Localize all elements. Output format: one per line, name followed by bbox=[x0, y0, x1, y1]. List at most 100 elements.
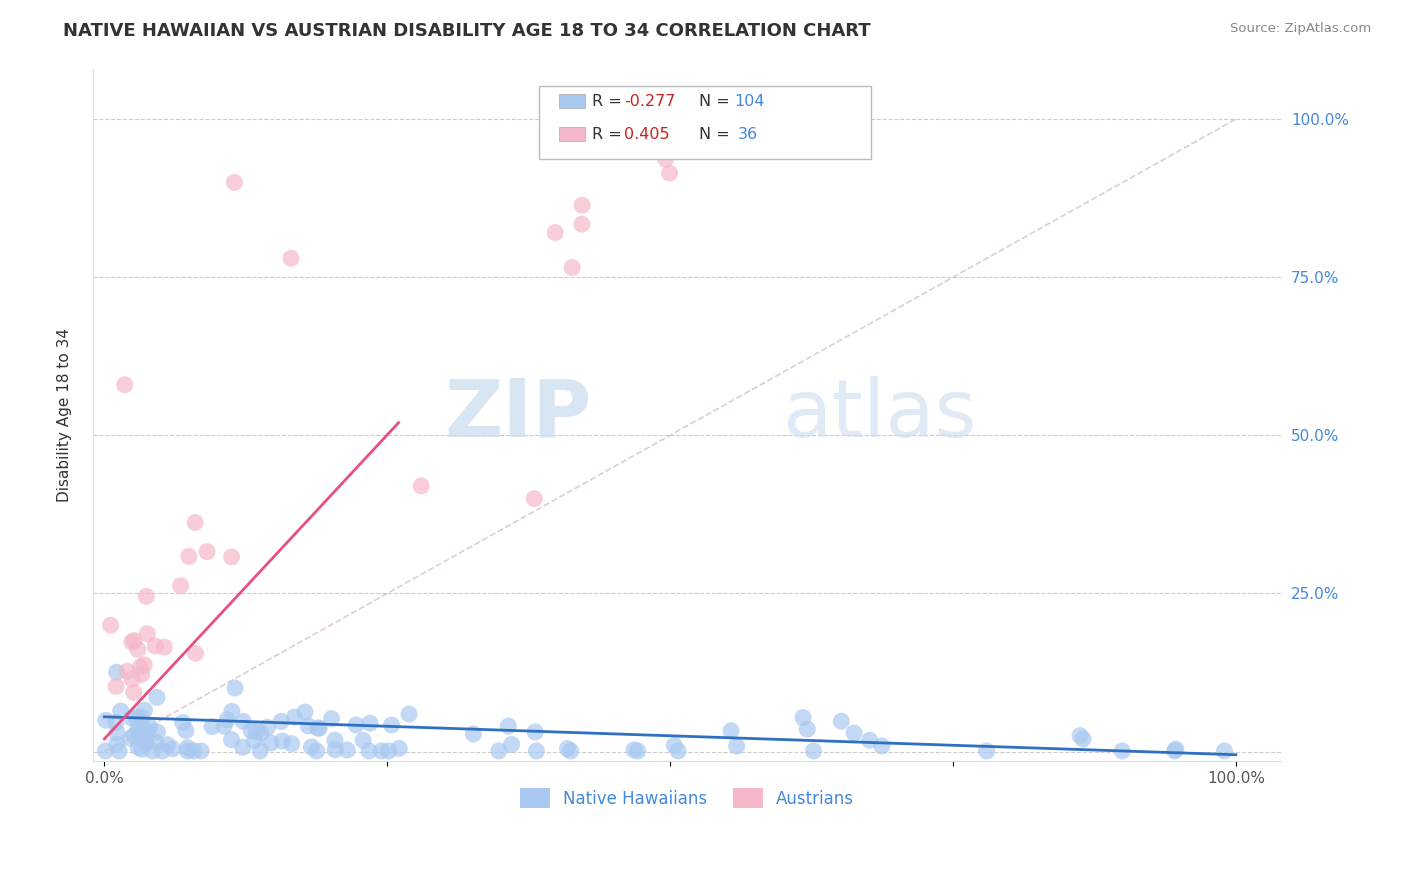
Point bbox=[524, 725, 547, 739]
Point bbox=[129, 731, 152, 745]
Point bbox=[666, 144, 689, 158]
Point bbox=[463, 727, 485, 741]
Point bbox=[270, 714, 292, 729]
Point bbox=[129, 660, 152, 674]
Point bbox=[377, 744, 399, 758]
Point bbox=[105, 738, 128, 752]
Point bbox=[177, 549, 200, 564]
Point bbox=[280, 252, 302, 266]
Point bbox=[803, 744, 825, 758]
Point bbox=[176, 744, 198, 758]
Point bbox=[381, 718, 404, 732]
Point bbox=[249, 744, 271, 758]
Point bbox=[830, 714, 852, 729]
Point bbox=[108, 744, 131, 758]
Point bbox=[1163, 744, 1185, 758]
Point bbox=[398, 707, 420, 722]
Point bbox=[176, 740, 198, 755]
Point bbox=[125, 710, 148, 724]
Point bbox=[134, 657, 156, 672]
Point bbox=[546, 144, 568, 158]
Point bbox=[122, 633, 145, 648]
Point bbox=[120, 731, 142, 746]
Point bbox=[370, 744, 392, 758]
Point bbox=[796, 722, 818, 736]
Point bbox=[1213, 744, 1236, 758]
Point bbox=[212, 719, 235, 733]
Point bbox=[658, 166, 681, 180]
Y-axis label: Disability Age 18 to 34: Disability Age 18 to 34 bbox=[58, 327, 72, 502]
Point bbox=[232, 740, 254, 755]
Point bbox=[114, 377, 136, 392]
Point bbox=[122, 728, 145, 742]
FancyBboxPatch shape bbox=[558, 128, 585, 141]
Point bbox=[217, 713, 239, 727]
Text: atlas: atlas bbox=[782, 376, 977, 454]
Point bbox=[1069, 729, 1091, 743]
Point bbox=[411, 479, 433, 493]
Point bbox=[523, 491, 546, 506]
Point bbox=[143, 639, 166, 653]
Point bbox=[308, 721, 330, 735]
Point bbox=[488, 744, 510, 758]
Text: 36: 36 bbox=[738, 127, 758, 142]
Point bbox=[127, 642, 149, 657]
Point bbox=[121, 711, 143, 725]
Point bbox=[664, 739, 686, 753]
Text: 0.405: 0.405 bbox=[624, 127, 669, 142]
Point bbox=[131, 667, 153, 681]
Text: 104: 104 bbox=[734, 94, 765, 109]
Point bbox=[859, 733, 882, 747]
FancyBboxPatch shape bbox=[558, 95, 585, 108]
Point bbox=[129, 725, 152, 739]
Point bbox=[105, 725, 128, 739]
Point bbox=[190, 744, 212, 758]
Point bbox=[174, 723, 197, 738]
Point bbox=[224, 681, 246, 695]
Text: ZIP: ZIP bbox=[444, 376, 592, 454]
Point bbox=[135, 735, 157, 749]
Point bbox=[870, 739, 893, 753]
Point bbox=[153, 640, 176, 654]
Point bbox=[561, 260, 583, 275]
Point bbox=[94, 744, 117, 758]
Point bbox=[240, 723, 263, 738]
Point bbox=[976, 744, 998, 758]
Point bbox=[184, 647, 207, 661]
Point bbox=[323, 733, 346, 747]
Point bbox=[725, 739, 748, 753]
Point bbox=[156, 738, 179, 752]
Point bbox=[221, 549, 243, 564]
Point bbox=[359, 716, 381, 731]
Point bbox=[146, 690, 169, 705]
Text: R =: R = bbox=[592, 94, 627, 109]
Point bbox=[183, 744, 205, 758]
Point bbox=[301, 739, 323, 754]
Point bbox=[271, 734, 294, 748]
Point bbox=[105, 680, 128, 694]
Point bbox=[232, 714, 254, 729]
Point bbox=[134, 729, 156, 743]
Point bbox=[94, 714, 117, 728]
Point bbox=[127, 722, 149, 736]
Point bbox=[623, 743, 645, 757]
Point bbox=[146, 725, 169, 739]
Point bbox=[498, 719, 520, 733]
Point bbox=[105, 665, 128, 680]
Point bbox=[614, 144, 637, 158]
Point bbox=[654, 152, 676, 166]
Point bbox=[792, 710, 814, 724]
Point bbox=[145, 735, 167, 749]
Point bbox=[256, 720, 278, 734]
Point bbox=[134, 733, 156, 747]
Point bbox=[720, 723, 742, 738]
Point bbox=[627, 744, 650, 758]
Point bbox=[526, 744, 548, 758]
Point bbox=[131, 742, 153, 756]
Point bbox=[138, 720, 160, 734]
Point bbox=[336, 743, 359, 757]
Point bbox=[842, 726, 865, 740]
Point bbox=[127, 740, 149, 755]
Point bbox=[104, 715, 127, 730]
Point bbox=[307, 721, 329, 735]
